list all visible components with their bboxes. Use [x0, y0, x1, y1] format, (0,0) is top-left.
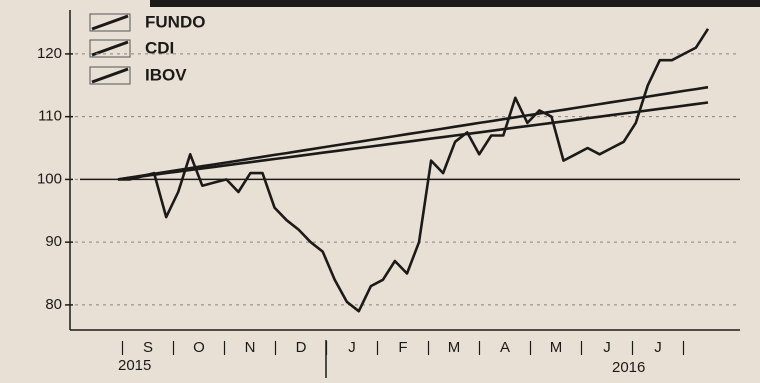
x-tick-label: J	[603, 339, 611, 356]
y-tick-label: 100	[37, 170, 62, 187]
legend-label: CDI	[145, 38, 174, 57]
x-tick-label: N	[245, 339, 256, 356]
x-tick-label: M	[550, 339, 563, 356]
legend: FUNDO CDI IBOV	[89, 12, 205, 85]
top-bar	[150, 0, 760, 7]
x-tick-label: F	[398, 339, 407, 356]
y-tick-label: 90	[45, 233, 62, 250]
x-tick-label: S	[143, 339, 153, 356]
legend-icon	[89, 13, 131, 85]
y-tick-label: 110	[38, 108, 62, 125]
y-tick-label: 120	[37, 45, 62, 62]
y-tick-label: 80	[45, 296, 62, 313]
year-label: 2016	[612, 359, 645, 376]
series-line	[117, 101, 709, 181]
x-tick-label: J	[654, 339, 662, 356]
x-tick-label: O	[193, 339, 205, 356]
x-tick-label: J	[348, 339, 356, 356]
legend-label: IBOV	[145, 65, 187, 84]
x-tick-label: M	[448, 339, 461, 356]
x-tick-label: A	[500, 339, 510, 356]
legend-label: FUNDO	[145, 12, 205, 31]
series-line	[118, 28, 710, 313]
series-line	[117, 85, 709, 181]
x-tick-label: D	[296, 339, 307, 356]
year-label: 2015	[118, 357, 151, 374]
